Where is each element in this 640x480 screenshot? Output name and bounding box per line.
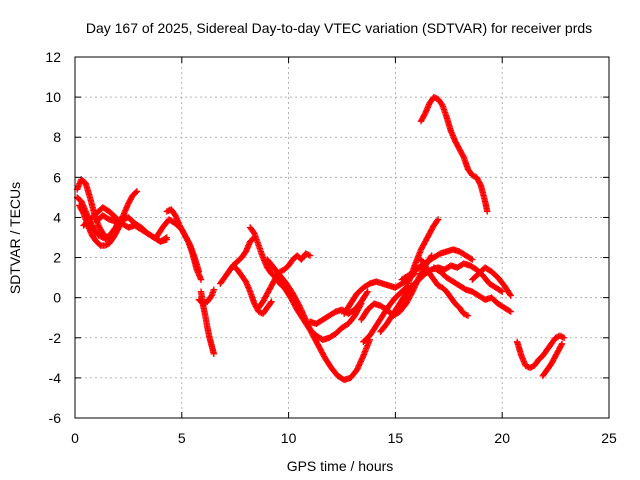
data-point: [469, 256, 476, 263]
y-tick-label: 0: [53, 290, 61, 306]
series-arc26: [417, 93, 491, 215]
data-point: [463, 311, 470, 319]
data-point: [201, 299, 208, 307]
data-point: [559, 333, 566, 341]
y-tick-label: -2: [49, 330, 62, 346]
data-point: [303, 251, 311, 258]
data-point: [267, 299, 274, 307]
data-point: [436, 283, 443, 290]
data-point: [553, 333, 561, 341]
data-point: [434, 217, 441, 224]
x-tick-label: 25: [601, 430, 617, 446]
data-point: [363, 289, 371, 297]
data-point: [526, 364, 534, 372]
x-tick-label: 20: [494, 430, 510, 446]
plot-frame: [74, 56, 610, 419]
data-point: [432, 94, 439, 101]
y-tick-label: 6: [53, 169, 61, 185]
axis-ticks: [74, 56, 610, 419]
data-point: [95, 232, 102, 239]
series-arc11: [225, 262, 275, 317]
data-point: [469, 172, 476, 179]
data-point: [506, 307, 513, 315]
y-tick-label: -4: [49, 370, 62, 386]
data-point: [461, 311, 469, 318]
data-point: [103, 241, 110, 249]
data-point: [163, 236, 171, 243]
data-point: [507, 308, 514, 315]
data-point: [523, 363, 531, 370]
data-point: [464, 312, 472, 319]
series-arc24: [430, 264, 514, 315]
data-point: [79, 208, 87, 216]
data-point: [268, 298, 275, 305]
data-point: [459, 152, 467, 160]
series-arc3: [76, 202, 130, 249]
data-point: [210, 350, 218, 358]
data-point: [558, 333, 565, 340]
data-point: [467, 255, 475, 262]
data-point: [305, 251, 312, 259]
series-arc23: [417, 256, 472, 319]
data-point: [163, 208, 171, 215]
data-point: [522, 362, 529, 370]
data-point: [552, 334, 559, 341]
series-arc15: [274, 278, 365, 343]
x-tick-label: 15: [388, 430, 404, 446]
data-point: [101, 242, 109, 249]
series-arc10: [217, 234, 258, 287]
data-point: [430, 93, 438, 101]
chart-title: Day 167 of 2025, Sidereal Day-to-day VTE…: [86, 20, 592, 36]
data-point: [556, 332, 564, 339]
x-tick-label: 0: [71, 430, 79, 446]
x-tick-label: 5: [178, 430, 186, 446]
data-point: [476, 180, 484, 188]
y-tick-label: 12: [45, 49, 61, 65]
data-point: [210, 286, 218, 293]
data-point: [434, 282, 442, 289]
data-point: [528, 363, 535, 371]
data-point: [460, 310, 467, 317]
y-tick-label: 8: [53, 129, 61, 145]
data-point: [302, 250, 309, 257]
series-arc5: [93, 212, 171, 245]
x-tick-label: 10: [281, 430, 297, 446]
y-tick-label: 10: [45, 89, 61, 105]
data-point: [506, 291, 514, 298]
data-point: [497, 287, 505, 295]
series-arc2: [73, 176, 124, 241]
data-point: [560, 334, 568, 341]
data-point: [434, 216, 442, 223]
data-point: [132, 189, 140, 196]
data-point: [186, 240, 193, 248]
y-tick-label: 2: [53, 250, 61, 266]
x-axis-label: GPS time / hours: [287, 458, 394, 474]
data-point: [470, 172, 477, 180]
series-arc7: [152, 216, 203, 275]
series-arc21: [405, 216, 442, 287]
data-point: [558, 340, 566, 347]
data-point: [197, 276, 205, 283]
series-arc27: [513, 332, 568, 372]
data-point: [507, 292, 514, 299]
series-arc25: [469, 264, 514, 299]
y-axis-label: SDTVAR / TECUs: [7, 182, 23, 294]
data-point: [364, 288, 371, 295]
data-points: [73, 93, 568, 384]
y-tick-label: 4: [53, 209, 61, 225]
data-point: [558, 341, 565, 349]
series-arc28: [539, 340, 566, 380]
series-arc9: [195, 286, 218, 307]
series-arc14: [264, 256, 373, 384]
data-point: [133, 188, 141, 195]
data-point: [499, 288, 506, 295]
data-point: [199, 300, 207, 307]
axis-tick-labels: 0 5 10 15 20 25 -6 -4 -2 0 2 4 6 8 10 12: [45, 49, 617, 446]
data-point: [306, 252, 314, 259]
data-point: [484, 208, 491, 215]
data-point: [195, 268, 203, 275]
y-tick-label: -6: [49, 410, 62, 426]
